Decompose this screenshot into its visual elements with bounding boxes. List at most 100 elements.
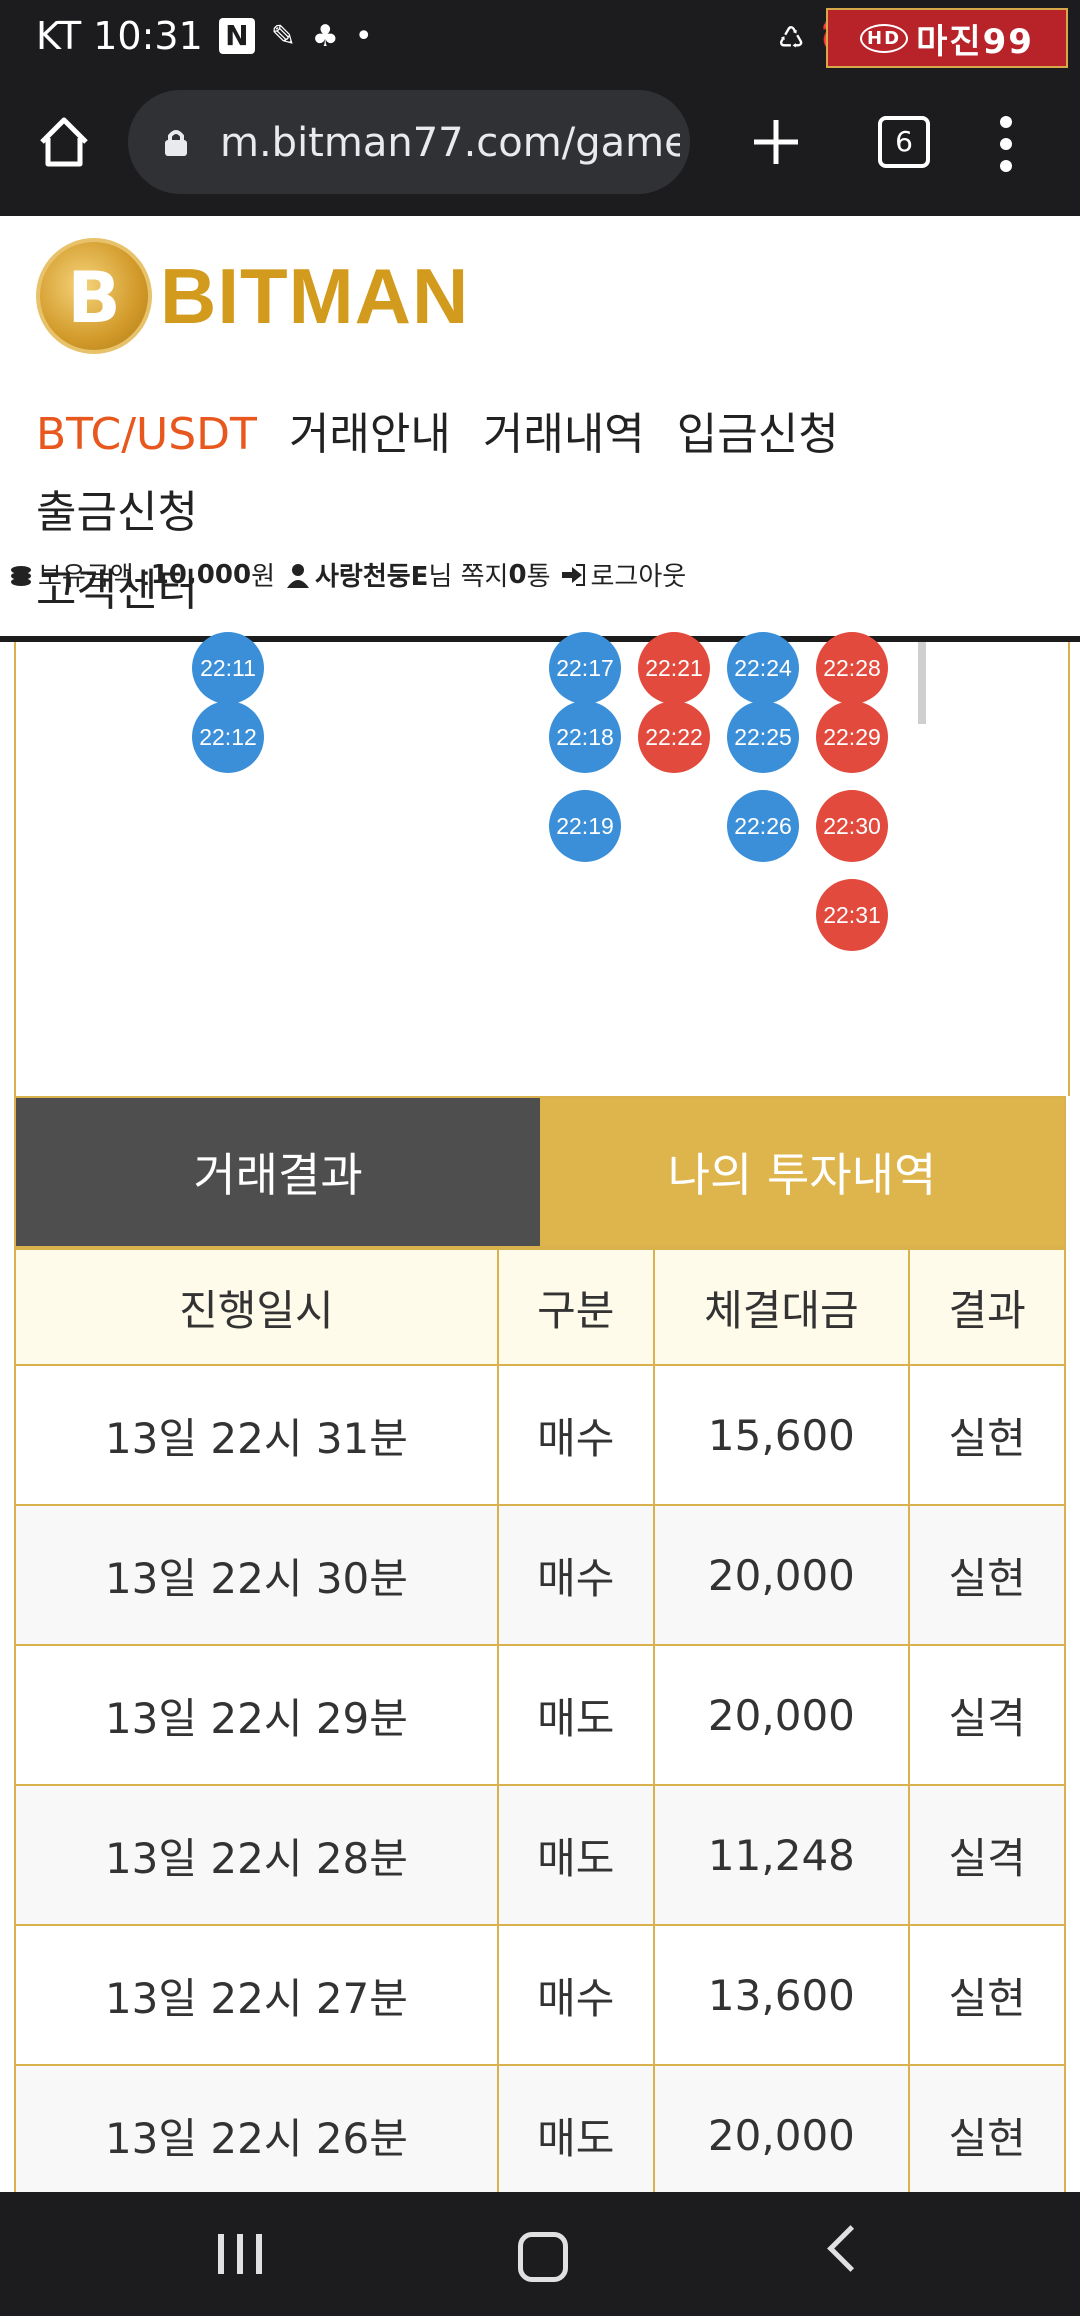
- status-left: KT 10:31 N ✎ ♣ •: [36, 14, 373, 58]
- result-grid-chart: 22:11 22:12 22:17 22:18 22:19 22:21 22:2…: [14, 632, 1070, 1096]
- table-row: 13일 22시 27분 매수 13,600 실현: [14, 1924, 1066, 2066]
- nav-item-support[interactable]: 고객센터: [36, 565, 198, 616]
- balance-unit: 원: [251, 562, 275, 592]
- user-icon: [286, 563, 309, 588]
- ad-badge-text: 마진99: [916, 21, 1034, 62]
- result-dot: 22:22: [638, 701, 710, 773]
- cell-type: 매도: [496, 2064, 655, 2206]
- tab-switcher-button[interactable]: 6: [878, 116, 930, 168]
- cell-amount: 20,000: [652, 2064, 911, 2206]
- cell-type: 매수: [496, 1924, 655, 2066]
- pen-icon: ✎: [270, 18, 296, 54]
- person-icon: ♣: [311, 18, 339, 54]
- balance-label: 보유금액 :: [38, 562, 151, 592]
- cell-result: 실현: [908, 1504, 1066, 1646]
- recycle-icon: ♺: [777, 20, 805, 56]
- result-dot: 22:28: [816, 632, 888, 704]
- table-row: 13일 22시 31분 매수 15,600 실현: [14, 1364, 1066, 1506]
- message-unit: 통: [526, 562, 551, 592]
- cell-type: 매도: [496, 1784, 655, 1926]
- message-count[interactable]: 0: [508, 559, 527, 590]
- cell-result: 실격: [908, 1644, 1066, 1786]
- back-button[interactable]: [827, 2225, 874, 2272]
- cell-date: 13일 22시 28분: [14, 1784, 499, 1926]
- cell-date: 13일 22시 27분: [14, 1924, 499, 2066]
- logout-icon[interactable]: [560, 562, 586, 588]
- table-row: 13일 22시 28분 매도 11,248 실격: [14, 1784, 1066, 1926]
- result-dot: 22:12: [192, 701, 264, 773]
- cell-result: 실현: [908, 2064, 1066, 2206]
- result-dot: 22:18: [549, 701, 621, 773]
- recent-apps-button[interactable]: [218, 2234, 262, 2274]
- cell-date: 13일 22시 29분: [14, 1644, 499, 1786]
- url-text[interactable]: m.bitman77.com/game_: [220, 120, 680, 166]
- result-dot: 22:31: [816, 879, 888, 951]
- tab-my-investments[interactable]: 나의 투자내역: [540, 1098, 1064, 1246]
- carrier-time: KT 10:31: [36, 14, 203, 58]
- cell-amount: 11,248: [652, 1784, 911, 1926]
- result-dot: 22:24: [727, 632, 799, 704]
- bitcoin-coin-icon: B: [36, 238, 152, 354]
- nav-item-btc-usdt[interactable]: BTC/USDT: [36, 409, 257, 460]
- nav-item-history[interactable]: 거래내역: [482, 409, 645, 460]
- tab-trade-results[interactable]: 거래결과: [16, 1098, 540, 1246]
- header-date: 진행일시: [14, 1248, 499, 1366]
- table-row: 13일 22시 26분 매도 20,000 실현: [14, 2064, 1066, 2206]
- home-icon: [40, 117, 88, 167]
- result-dot: 22:26: [727, 790, 799, 862]
- username: 사랑천둥E: [314, 562, 429, 592]
- address-bar[interactable]: m.bitman77.com/game_: [128, 90, 690, 194]
- cell-type: 매수: [496, 1364, 655, 1506]
- result-dot: 22:11: [192, 632, 264, 704]
- cell-amount: 20,000: [652, 1644, 911, 1786]
- result-dot: 22:25: [727, 701, 799, 773]
- cell-amount: 13,600: [652, 1924, 911, 2066]
- cell-amount: 15,600: [652, 1364, 911, 1506]
- table-header-row: 진행일시 구분 체결대금 결과: [14, 1248, 1066, 1366]
- cell-type: 매수: [496, 1504, 655, 1646]
- history-tabs: 거래결과 나의 투자내역: [14, 1096, 1066, 1248]
- status-bar: KT 10:31 N ✎ ♣ • ♺ ⏰ HD 마진99: [0, 0, 1080, 80]
- browser-toolbar: m.bitman77.com/game_ 6: [0, 80, 1080, 216]
- home-nav-button[interactable]: [518, 2232, 568, 2282]
- home-button[interactable]: [36, 114, 92, 170]
- investment-history-table: 진행일시 구분 체결대금 결과 13일 22시 31분 매수 15,600 실현…: [14, 1248, 1066, 2206]
- honorific-text: 님 쪽지: [428, 562, 509, 592]
- header-type: 구분: [496, 1248, 655, 1366]
- plus-icon: [754, 120, 798, 164]
- cell-result: 실현: [908, 1364, 1066, 1506]
- chart-scrollbar[interactable]: [918, 642, 926, 724]
- table-row: 13일 22시 30분 매수 20,000 실현: [14, 1504, 1066, 1646]
- user-info-bar: 보유금액 : 10,000 원 사랑천둥E 님 쪽지 0 통 로그아웃: [8, 556, 686, 593]
- logo-text: BITMAN: [160, 251, 470, 340]
- nav-item-deposit[interactable]: 입금신청: [676, 409, 839, 460]
- balance-value: 10,000: [150, 559, 252, 590]
- result-dot: 22:29: [816, 701, 888, 773]
- logout-link[interactable]: 로그아웃: [590, 562, 687, 592]
- header-amount: 체결대금: [652, 1248, 911, 1366]
- cell-result: 실격: [908, 1784, 1066, 1926]
- lock-icon[interactable]: [162, 128, 190, 156]
- coins-icon: [11, 565, 31, 586]
- new-tab-button[interactable]: [750, 116, 802, 168]
- system-nav-bar: [0, 2192, 1080, 2316]
- dot-icon: •: [354, 18, 373, 54]
- ad-badge[interactable]: HD 마진99: [826, 8, 1068, 68]
- cell-amount: 20,000: [652, 1504, 911, 1646]
- result-dot: 22:21: [638, 632, 710, 704]
- site-logo[interactable]: B BITMAN: [36, 238, 469, 354]
- cell-date: 13일 22시 31분: [14, 1364, 499, 1506]
- nav-item-guide[interactable]: 거래안내: [288, 409, 451, 460]
- naver-icon: N: [218, 18, 255, 54]
- cell-date: 13일 22시 30분: [14, 1504, 499, 1646]
- result-dot: 22:17: [549, 632, 621, 704]
- cell-type: 매도: [496, 1644, 655, 1786]
- result-dot: 22:19: [549, 790, 621, 862]
- more-menu-button[interactable]: [998, 116, 1014, 172]
- header-result: 결과: [908, 1248, 1066, 1366]
- hd-icon: HD: [860, 23, 909, 53]
- nav-item-withdraw[interactable]: 출금신청: [36, 487, 198, 538]
- table-row: 13일 22시 29분 매도 20,000 실격: [14, 1644, 1066, 1786]
